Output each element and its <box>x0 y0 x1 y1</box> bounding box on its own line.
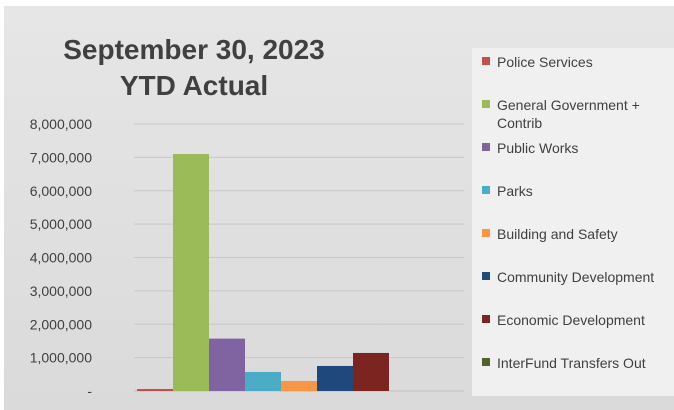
legend-label: Public Works <box>497 140 579 156</box>
chart-title: September 30, 2023 YTD Actual <box>44 32 344 104</box>
legend-label: Parks <box>497 183 533 199</box>
y-tick-label: 6,000,000 <box>30 183 92 199</box>
legend-swatch <box>482 315 490 323</box>
bar-economic-development <box>353 352 389 391</box>
bar-public-works <box>209 338 245 391</box>
legend: Police Services General Government + Cont… <box>472 48 674 396</box>
legend-swatch <box>482 100 490 108</box>
legend-swatch <box>482 57 490 65</box>
y-tick-label: 3,000,000 <box>30 283 92 299</box>
legend-swatch <box>482 358 490 366</box>
y-tick-label: 2,000,000 <box>30 316 92 332</box>
legend-label: Police Services <box>497 54 593 70</box>
y-tick-label: 4,000,000 <box>30 250 92 266</box>
bar-community-development <box>317 365 353 391</box>
y-tick-label: - <box>87 383 92 399</box>
chart-title-line-1: September 30, 2023 <box>63 34 325 65</box>
y-tick-label: 1,000,000 <box>30 350 92 366</box>
y-tick-label: 5,000,000 <box>30 216 92 232</box>
chart-frame: September 30, 2023 YTD Actual - 1,000,000… <box>4 6 674 410</box>
legend-label: InterFund Transfers Out <box>497 355 646 371</box>
y-tick-label: 8,000,000 <box>30 116 92 132</box>
legend-label: Community Development <box>497 269 655 285</box>
bar-general-government-contrib <box>173 154 209 391</box>
chart-title-line-2: YTD Actual <box>119 70 269 101</box>
legend-label: Building and Safety <box>497 226 618 242</box>
legend-label: General Government + Contrib <box>497 97 640 131</box>
bar-parks <box>245 371 281 391</box>
legend-swatch <box>482 229 490 237</box>
legend-swatch <box>482 186 490 194</box>
legend-swatch <box>482 272 490 280</box>
bar-building-and-safety <box>281 380 317 391</box>
legend-swatch <box>482 143 490 151</box>
y-tick-label: 7,000,000 <box>30 149 92 165</box>
legend-label: Economic Development <box>497 312 645 328</box>
plot-area: - 1,000,000 2,000,000 3,000,000 4,000,000 5,0… <box>30 116 464 399</box>
bar-police-services <box>137 388 173 391</box>
